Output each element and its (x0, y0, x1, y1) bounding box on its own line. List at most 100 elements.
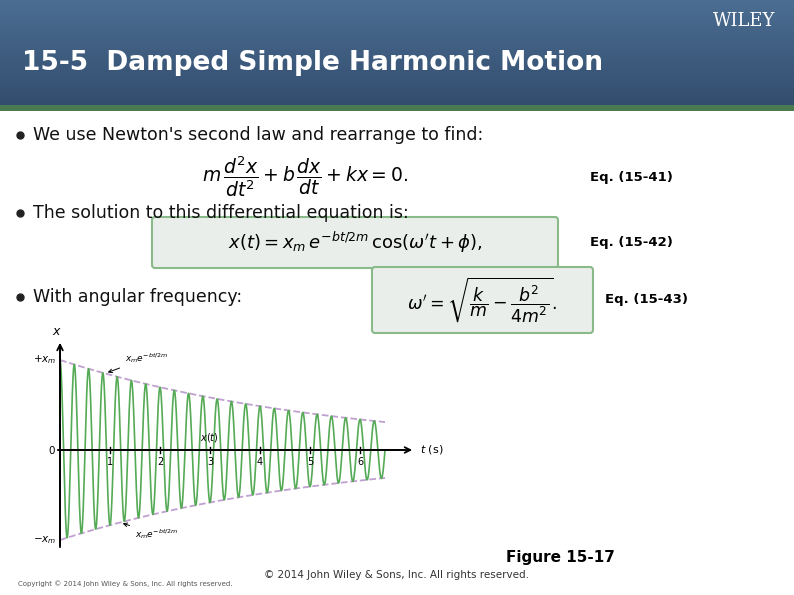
Bar (0, 57, 794, 59)
Bar (0, 99, 794, 101)
Text: 2: 2 (157, 457, 163, 467)
Bar (0, 1, 794, 2)
Bar (0, 64, 794, 65)
Bar (0, 65, 794, 67)
Bar (0, 69, 794, 71)
Text: $x$: $x$ (52, 325, 62, 338)
Bar (0, 73, 794, 75)
Bar (0, 26, 794, 27)
Bar (0, 61, 794, 63)
Bar (0, 24, 794, 26)
Text: $+x_m$: $+x_m$ (33, 353, 56, 367)
Bar (0, 95, 794, 97)
Text: $x(t)$: $x(t)$ (200, 431, 218, 443)
Bar (0, 11, 794, 13)
Bar (0, 54, 794, 55)
Bar (0, 85, 794, 87)
Bar (0, 27, 794, 29)
Bar (0, 86, 794, 88)
Bar (0, 18, 794, 20)
Bar (0, 87, 794, 89)
Bar (0, 6, 794, 8)
Bar (0, 51, 794, 52)
Text: $m\,\dfrac{d^2x}{dt^2} + b\,\dfrac{dx}{dt} + kx = 0.$: $m\,\dfrac{d^2x}{dt^2} + b\,\dfrac{dx}{d… (202, 155, 408, 199)
Bar (0, 30, 794, 32)
Bar (0, 79, 794, 80)
Bar (0, 80, 794, 82)
Bar (0, 82, 794, 84)
Text: Eq. (15-43): Eq. (15-43) (605, 293, 688, 306)
Bar (0, 9, 794, 11)
Bar (0, 101, 794, 102)
Text: © 2014 John Wiley & Sons, Inc. All rights reserved.: © 2014 John Wiley & Sons, Inc. All right… (264, 570, 530, 580)
Text: WILEY: WILEY (713, 12, 775, 30)
Text: $x_m e^{-bt/2m}$: $x_m e^{-bt/2m}$ (109, 351, 168, 372)
Bar (0, 5, 794, 7)
Text: Eq. (15-42): Eq. (15-42) (590, 236, 673, 249)
FancyBboxPatch shape (152, 217, 558, 268)
Bar (0, 12, 794, 14)
Bar (0, 74, 794, 76)
Bar (0, 4, 794, 5)
Text: 5: 5 (306, 457, 313, 467)
Bar (0, 48, 794, 50)
Bar (0, 34, 794, 36)
Bar (0, 15, 794, 17)
Bar (0, 31, 794, 33)
Bar (0, 81, 794, 83)
Bar (0, 22, 794, 24)
Bar (0, 55, 794, 57)
Bar (0, 0, 794, 1)
Text: 3: 3 (207, 457, 213, 467)
Bar (0, 52, 794, 54)
Bar (0, 93, 794, 95)
Bar (0, 44, 794, 46)
Bar (0, 90, 794, 92)
Bar (0, 20, 794, 22)
Bar (0, 2, 794, 4)
Text: $x(t) = x_m\,e^{-bt/2m}\,\cos(\omega^\prime t + \phi),$: $x(t) = x_m\,e^{-bt/2m}\,\cos(\omega^\pr… (228, 230, 482, 255)
Bar (0, 60, 794, 62)
Bar (0, 19, 794, 21)
Bar (0, 42, 794, 43)
Bar (0, 102, 794, 104)
Bar (0, 68, 794, 70)
Text: Eq. (15-41): Eq. (15-41) (590, 171, 673, 183)
Bar (0, 76, 794, 77)
Bar (0, 83, 794, 85)
Text: $x_m e^{-bt/2m}$: $x_m e^{-bt/2m}$ (124, 523, 178, 541)
Bar (0, 49, 794, 51)
Bar (0, 96, 794, 98)
Bar (0, 45, 794, 47)
Bar (0, 70, 794, 72)
Bar (0, 92, 794, 93)
Bar (0, 94, 794, 96)
Bar (0, 58, 794, 60)
Bar (0, 67, 794, 68)
Bar (0, 62, 794, 64)
Text: $0$: $0$ (48, 444, 56, 456)
Text: Figure 15-17: Figure 15-17 (506, 550, 615, 565)
Bar (0, 103, 794, 105)
Bar (0, 32, 794, 34)
Bar (0, 37, 794, 39)
Text: $t$ (s): $t$ (s) (420, 443, 444, 456)
Text: Copyright © 2014 John Wiley & Sons, Inc. All rights reserved.: Copyright © 2014 John Wiley & Sons, Inc.… (18, 580, 233, 587)
Bar (0, 23, 794, 25)
Bar (0, 17, 794, 18)
Bar (0, 35, 794, 37)
Bar (0, 98, 794, 100)
Bar (0, 10, 794, 12)
Bar (0, 40, 794, 42)
Bar (0, 71, 794, 74)
Text: $\omega^\prime = \sqrt{\dfrac{k}{m} - \dfrac{b^2}{4m^2}}.$: $\omega^\prime = \sqrt{\dfrac{k}{m} - \d… (407, 275, 557, 325)
Text: We use Newton's second law and rearrange to find:: We use Newton's second law and rearrange… (33, 126, 484, 144)
Bar (0, 56, 794, 58)
Bar (0, 36, 794, 38)
FancyBboxPatch shape (372, 267, 593, 333)
Bar (0, 105, 794, 111)
Bar (0, 43, 794, 45)
Bar (0, 39, 794, 40)
Bar (0, 89, 794, 90)
Bar (0, 14, 794, 15)
